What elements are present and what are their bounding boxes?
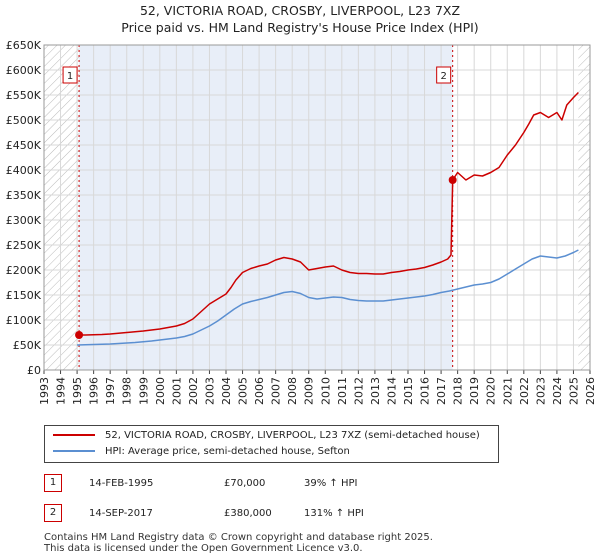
x-tick-label: 2009 xyxy=(303,377,316,405)
footer-licence: This data is licensed under the Open Gov… xyxy=(44,543,363,554)
sale-date: 14-SEP-2017 xyxy=(89,508,153,519)
x-tick-label: 1997 xyxy=(104,377,117,405)
legend-item-hpi: HPI: Average price, semi-detached house,… xyxy=(53,445,350,459)
hatched-region-1 xyxy=(44,45,80,370)
footer-copyright: Contains HM Land Registry data © Crown c… xyxy=(44,532,433,543)
x-tick-label: 2018 xyxy=(452,377,465,405)
y-tick-label: £300K xyxy=(6,214,42,227)
y-tick-label: £350K xyxy=(6,189,42,202)
x-tick-label: 1993 xyxy=(38,377,51,405)
y-tick-label: £200K xyxy=(6,264,42,277)
x-tick-label: 2023 xyxy=(534,377,547,405)
x-tick-label: 2007 xyxy=(270,377,283,405)
sale-hpi-change: 131% ↑ HPI xyxy=(304,508,364,519)
sale-hpi-change: 39% ↑ HPI xyxy=(304,478,358,489)
sale-point xyxy=(448,176,457,184)
sale-date: 14-FEB-1995 xyxy=(89,478,154,489)
legend-swatch-property xyxy=(53,434,95,436)
legend-label-property: 52, VICTORIA ROAD, CROSBY, LIVERPOOL, L2… xyxy=(105,430,480,441)
chart-title-block: 52, VICTORIA ROAD, CROSBY, LIVERPOOL, L2… xyxy=(0,2,600,36)
x-tick-label: 2022 xyxy=(518,377,531,405)
sale-number-box xyxy=(62,66,78,84)
legend-item-property: 52, VICTORIA ROAD, CROSBY, LIVERPOOL, L2… xyxy=(53,429,480,443)
x-tick-label: 2013 xyxy=(369,377,382,405)
x-tick-label: 1996 xyxy=(88,377,101,405)
y-tick-label: £650K xyxy=(6,39,42,52)
y-tick-label: £400K xyxy=(6,164,42,177)
chart-title: 52, VICTORIA ROAD, CROSBY, LIVERPOOL, L2… xyxy=(139,3,461,18)
sale-price: £380,000 xyxy=(224,508,272,519)
x-tick-label: 2025 xyxy=(567,377,580,405)
x-tick-label: 1998 xyxy=(121,377,134,405)
x-tick-label: 1995 xyxy=(71,377,84,405)
x-tick-label: 2024 xyxy=(551,377,564,405)
sale-badge: 1 xyxy=(44,474,62,492)
y-tick-label: £0 xyxy=(27,364,41,377)
hatched-region-2 xyxy=(578,45,590,370)
sale-number-label: 2 xyxy=(440,71,446,82)
ownership-shaded-region xyxy=(79,45,453,370)
x-tick-label: 2004 xyxy=(220,377,233,405)
plot-border xyxy=(43,44,591,371)
y-tick-label: £150K xyxy=(6,289,42,302)
x-tick-label: 2008 xyxy=(286,377,299,405)
sale-number-label: 1 xyxy=(67,71,73,82)
legend-label-hpi: HPI: Average price, semi-detached house,… xyxy=(105,446,350,457)
chart-subtitle: Price paid vs. HM Land Registry's House … xyxy=(121,20,479,35)
x-tick-label: 2019 xyxy=(468,377,481,405)
x-tick-label: 2014 xyxy=(385,377,398,405)
sale-number-box xyxy=(436,66,452,84)
y-tick-label: £250K xyxy=(6,239,42,252)
x-tick-label: 2000 xyxy=(154,377,167,405)
x-tick-label: 2016 xyxy=(419,377,432,405)
x-tick-label: 2026 xyxy=(584,377,597,405)
x-tick-label: 2021 xyxy=(501,377,514,405)
sale-badge: 2 xyxy=(44,504,62,522)
x-tick-label: 1999 xyxy=(137,377,150,405)
y-tick-label: £500K xyxy=(6,114,42,127)
x-tick-label: 2011 xyxy=(336,377,349,405)
x-tick-label: 2012 xyxy=(352,377,365,405)
hpi-line xyxy=(77,249,579,346)
legend-swatch-hpi xyxy=(53,450,95,452)
x-tick-label: 2002 xyxy=(187,377,200,405)
legend: 52, VICTORIA ROAD, CROSBY, LIVERPOOL, L2… xyxy=(44,425,499,463)
x-tick-label: 1994 xyxy=(55,377,68,405)
price-chart: 1 2 £0 £50K £100K £150K £200K £250K £300K £350K £… xyxy=(6,39,597,405)
sale-point xyxy=(75,331,84,339)
y-tick-label: £550K xyxy=(6,89,42,102)
x-tick-label: 2010 xyxy=(319,377,332,405)
x-tick-label: 2020 xyxy=(485,377,498,405)
y-tick-label: £100K xyxy=(6,314,42,327)
x-tick-label: 2015 xyxy=(402,377,415,405)
sale-price: £70,000 xyxy=(224,478,266,489)
footer: Contains HM Land Registry data © Crown c… xyxy=(44,532,433,554)
y-tick-label: £600K xyxy=(6,64,42,77)
y-tick-label: £50K xyxy=(13,339,42,352)
x-tick-label: 2005 xyxy=(237,377,250,405)
property-price-line xyxy=(79,91,579,336)
x-tick-label: 2017 xyxy=(435,377,448,405)
x-tick-label: 2001 xyxy=(170,377,183,405)
x-tick-label: 2003 xyxy=(203,377,216,405)
x-tick-label: 2006 xyxy=(253,377,266,405)
y-tick-label: £450K xyxy=(6,139,42,152)
